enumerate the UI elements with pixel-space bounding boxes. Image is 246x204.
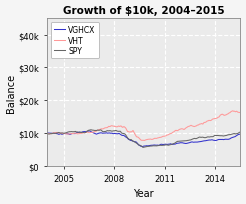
VHT bbox=[80, 132, 83, 135]
X-axis label: Year: Year bbox=[133, 188, 154, 198]
Line: SPY: SPY bbox=[47, 130, 240, 148]
VGHCX bbox=[192, 141, 195, 144]
SPY bbox=[45, 133, 48, 135]
SPY bbox=[160, 144, 163, 147]
VGHCX bbox=[141, 146, 144, 148]
VGHCX bbox=[88, 130, 91, 132]
Title: Growth of $10k, 2004–2015: Growth of $10k, 2004–2015 bbox=[63, 6, 224, 16]
Line: VGHCX: VGHCX bbox=[47, 131, 240, 147]
Legend: VGHCX, VHT, SPY: VGHCX, VHT, SPY bbox=[51, 23, 99, 59]
Line: VHT: VHT bbox=[47, 111, 240, 141]
VHT bbox=[45, 132, 48, 135]
SPY bbox=[80, 132, 83, 134]
VGHCX bbox=[239, 133, 242, 135]
Y-axis label: Balance: Balance bbox=[6, 73, 15, 112]
SPY bbox=[142, 146, 145, 149]
VHT bbox=[143, 140, 146, 142]
SPY bbox=[133, 141, 136, 143]
VGHCX bbox=[160, 143, 163, 146]
SPY bbox=[192, 138, 195, 140]
VHT bbox=[175, 130, 178, 132]
VHT bbox=[231, 110, 234, 112]
VHT bbox=[191, 125, 194, 128]
VHT bbox=[239, 112, 242, 114]
SPY bbox=[239, 131, 242, 134]
VHT bbox=[160, 136, 163, 139]
VGHCX bbox=[45, 132, 48, 135]
SPY bbox=[95, 130, 98, 132]
VGHCX bbox=[175, 142, 178, 145]
SPY bbox=[89, 129, 92, 131]
VHT bbox=[133, 132, 136, 135]
SPY bbox=[175, 141, 178, 143]
VGHCX bbox=[80, 132, 83, 134]
VGHCX bbox=[95, 133, 98, 135]
VGHCX bbox=[133, 141, 136, 143]
VHT bbox=[95, 130, 98, 132]
